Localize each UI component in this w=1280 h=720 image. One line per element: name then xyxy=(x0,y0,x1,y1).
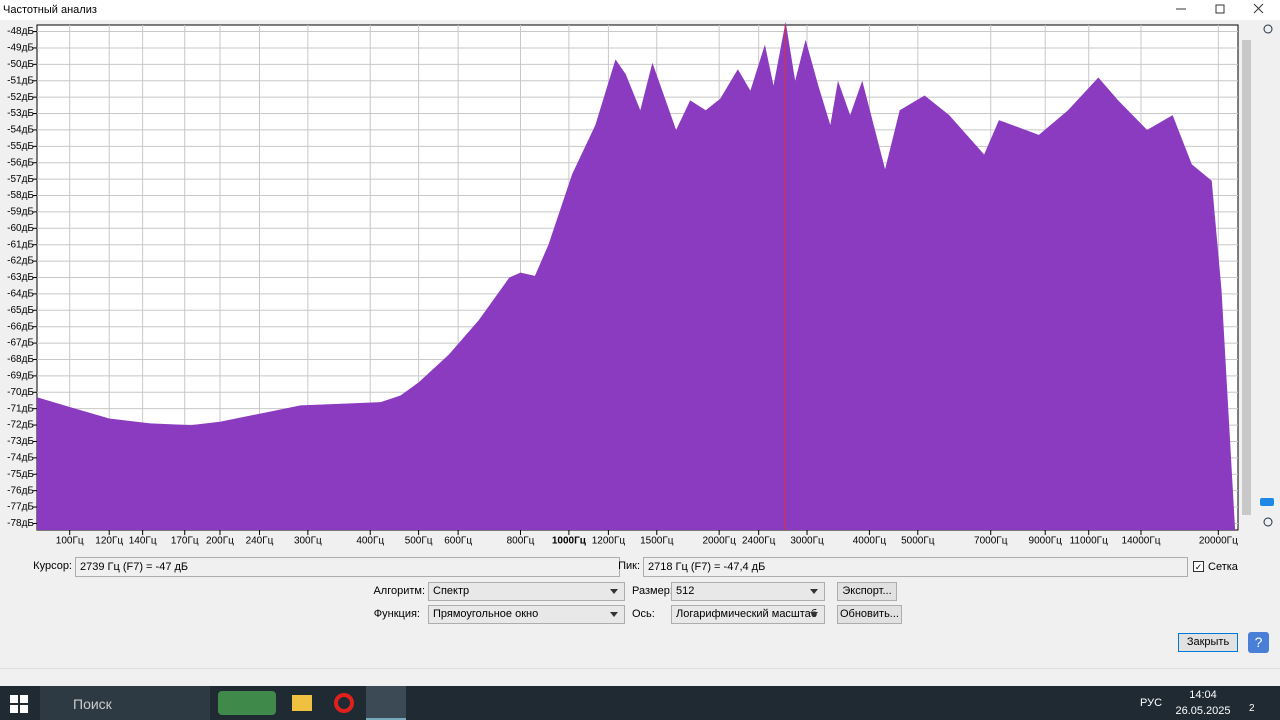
size-label: Размер: xyxy=(632,585,673,597)
axis-select[interactable]: Логарифмический масштаб xyxy=(671,605,825,624)
cursor-label: Курсор: xyxy=(33,560,72,572)
opera-icon[interactable] xyxy=(334,693,354,713)
y-tick-label: -69дБ xyxy=(7,371,34,382)
help-button[interactable]: ? xyxy=(1248,632,1269,653)
y-tick-label: -66дБ xyxy=(7,321,34,332)
y-tick-label: -55дБ xyxy=(7,141,34,152)
y-tick-label: -76дБ xyxy=(7,485,34,496)
y-tick-label: -54дБ xyxy=(7,125,34,136)
y-tick-label: -57дБ xyxy=(7,174,34,185)
y-tick-label: -75дБ xyxy=(7,469,34,480)
x-tick-label: 1500Гц xyxy=(640,536,674,547)
x-tick-label: 120Гц xyxy=(95,536,123,547)
x-tick-label: 800Гц xyxy=(507,536,535,547)
y-tick-label: -63дБ xyxy=(7,272,34,283)
x-tick-label: 2000Гц xyxy=(702,536,736,547)
title-bar: Частотный анализ xyxy=(0,0,1280,20)
y-tick-label: -73дБ xyxy=(7,436,34,447)
y-tick-label: -60дБ xyxy=(7,223,34,234)
size-select[interactable]: 512 xyxy=(671,582,825,601)
close-button[interactable]: Закрыть xyxy=(1178,633,1238,652)
x-tick-label: 9000Гц xyxy=(1029,536,1063,547)
window-controls[interactable] xyxy=(1170,0,1280,20)
x-tick-label: 600Гц xyxy=(444,536,472,547)
peak-value: 2718 Гц (F7) = -47,4 дБ xyxy=(643,557,1188,577)
language[interactable]: РУС xyxy=(1140,697,1163,709)
explorer-icon[interactable] xyxy=(292,695,312,711)
cursor-value: 2739 Гц (F7) = -47 дБ xyxy=(75,557,620,577)
x-tick-label: 2400Гц xyxy=(742,536,776,547)
y-tick-label: -67дБ xyxy=(7,338,34,349)
y-tick-label: -70дБ xyxy=(7,387,34,398)
y-tick-label: -48дБ xyxy=(7,26,34,37)
spectrum-chart: -48дБ -49дБ -50дБ -51дБ -52дБ -53дБ -54дБ -55дБ… xyxy=(7,21,1274,547)
refresh-button[interactable]: Обновить... xyxy=(837,605,902,624)
algorithm-label: Алгоритм: xyxy=(373,585,425,597)
x-tick-label: 400Гц xyxy=(356,536,384,547)
y-tick-label: -64дБ xyxy=(7,289,34,300)
y-tick-label: -51дБ xyxy=(7,75,34,86)
y-tick-label: -71дБ xyxy=(7,403,34,414)
x-tick-label: 14000Гц xyxy=(1122,536,1161,547)
axis-label: Ось: xyxy=(632,608,655,620)
x-tick-label: 200Гц xyxy=(206,536,234,547)
clock-date[interactable]: 26.05.2025 xyxy=(1175,705,1231,717)
y-tick-label: -50дБ xyxy=(7,59,34,70)
search-box[interactable]: Поиск xyxy=(40,686,210,720)
x-tick-label: 500Гц xyxy=(405,536,433,547)
app-icon[interactable] xyxy=(218,691,276,715)
x-tick-label: 5000Гц xyxy=(901,536,935,547)
x-tick-label: 100Гц xyxy=(56,536,84,547)
peak-label: Пик: xyxy=(618,560,640,572)
taskbar: Поиск РУС 14:04 26.05.2025 2 xyxy=(0,686,1280,720)
start-button[interactable] xyxy=(10,695,28,713)
zoom-in[interactable] xyxy=(1263,24,1273,34)
search-text: Поиск xyxy=(73,696,112,712)
notifications[interactable]: 2 xyxy=(1249,703,1255,714)
x-tick-label: 7000Гц xyxy=(974,536,1008,547)
y-tick-label: -78дБ xyxy=(7,518,34,529)
x-tick-label: 140Гц xyxy=(129,536,157,547)
audacity-icon[interactable] xyxy=(366,686,406,720)
x-tick-label: 4000Гц xyxy=(853,536,887,547)
y-tick-label: -68дБ xyxy=(7,354,34,365)
zoom-out[interactable] xyxy=(1263,517,1273,527)
y-tick-label: -74дБ xyxy=(7,452,34,463)
x-tick-label: 240Гц xyxy=(246,536,274,547)
algorithm-select[interactable]: Спектр xyxy=(428,582,625,601)
spectrum-area xyxy=(37,21,1236,531)
scroll-thumb[interactable] xyxy=(1242,40,1251,515)
window-title: Частотный анализ xyxy=(3,4,97,16)
export-button[interactable]: Экспорт... xyxy=(837,582,897,601)
x-tick-label: 3000Гц xyxy=(790,536,824,547)
function-label: Функция: xyxy=(373,608,420,620)
x-tick-label: 20000Гц xyxy=(1199,536,1238,547)
y-tick-label: -77дБ xyxy=(7,502,34,513)
status-bar xyxy=(0,668,1280,686)
y-tick-label: -49дБ xyxy=(7,43,34,54)
x-tick-label: 11000Гц xyxy=(1070,536,1108,547)
y-tick-label: -56дБ xyxy=(7,157,34,168)
function-select[interactable]: Прямоугольное окно xyxy=(428,605,625,624)
x-tick-label: 1000Гц xyxy=(552,536,587,547)
x-tick-label: 1200Гц xyxy=(592,536,626,547)
grid-label[interactable]: Сетка xyxy=(1208,561,1238,573)
y-tick-label: -62дБ xyxy=(7,256,34,267)
grid-checkbox[interactable]: ✓ xyxy=(1193,561,1204,572)
x-tick-label: 300Гц xyxy=(294,536,322,547)
x-tick-label: 170Гц xyxy=(171,536,199,547)
zoom-slider[interactable] xyxy=(1260,498,1274,506)
clock-time[interactable]: 14:04 xyxy=(1189,689,1217,701)
y-tick-label: -53дБ xyxy=(7,108,34,119)
y-tick-label: -52дБ xyxy=(7,92,34,103)
y-tick-label: -65дБ xyxy=(7,305,34,316)
y-tick-label: -61дБ xyxy=(7,239,34,250)
y-tick-label: -59дБ xyxy=(7,207,34,218)
y-tick-label: -72дБ xyxy=(7,420,34,431)
y-tick-label: -58дБ xyxy=(7,190,34,201)
